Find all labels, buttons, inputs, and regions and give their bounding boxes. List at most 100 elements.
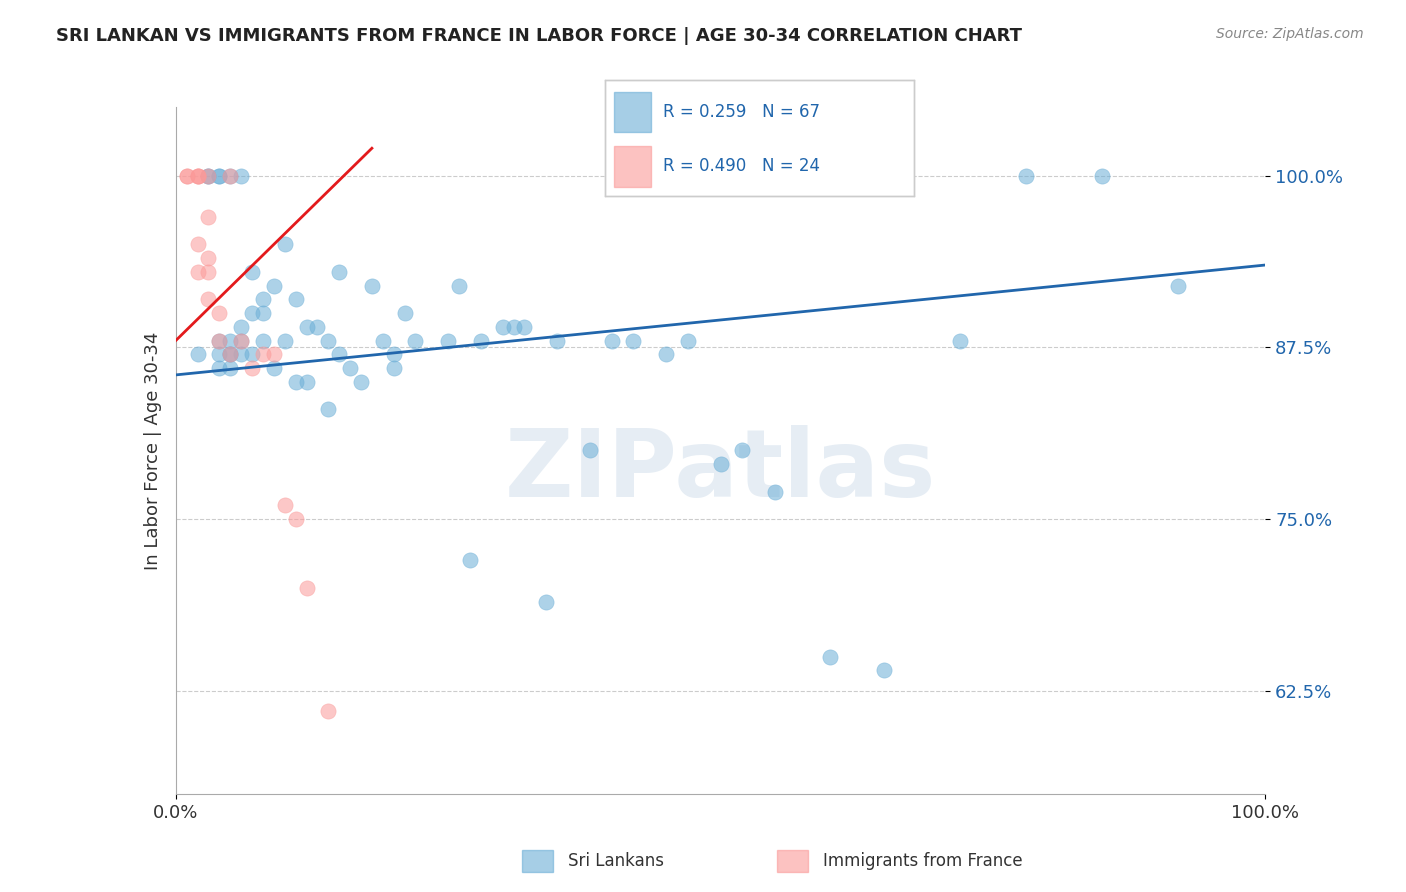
Point <box>240 306 263 320</box>
Point <box>176 169 198 183</box>
Point <box>263 347 285 361</box>
Point <box>219 169 242 183</box>
Point <box>252 334 274 348</box>
Point <box>873 663 896 677</box>
Point <box>208 169 231 183</box>
FancyBboxPatch shape <box>522 849 553 872</box>
Point <box>655 347 678 361</box>
Point <box>502 319 524 334</box>
Point <box>186 169 209 183</box>
Text: Sri Lankans: Sri Lankans <box>568 852 664 870</box>
Point <box>240 265 263 279</box>
Point <box>274 334 297 348</box>
Point <box>219 347 242 361</box>
Point <box>437 334 460 348</box>
Point <box>231 347 253 361</box>
Point <box>197 265 219 279</box>
Text: Source: ZipAtlas.com: Source: ZipAtlas.com <box>1216 27 1364 41</box>
Point <box>295 375 318 389</box>
Point <box>350 375 373 389</box>
Point <box>534 594 557 608</box>
Point <box>318 705 340 719</box>
Point <box>492 319 515 334</box>
Point <box>295 319 318 334</box>
Point <box>186 237 209 252</box>
Point <box>731 443 754 458</box>
Point <box>186 169 209 183</box>
Point <box>328 347 350 361</box>
Point <box>219 347 242 361</box>
Point <box>1015 169 1038 183</box>
Text: SRI LANKAN VS IMMIGRANTS FROM FRANCE IN LABOR FORCE | AGE 30-34 CORRELATION CHAR: SRI LANKAN VS IMMIGRANTS FROM FRANCE IN … <box>56 27 1022 45</box>
Point <box>284 375 307 389</box>
Point <box>240 347 263 361</box>
Point <box>318 334 340 348</box>
FancyBboxPatch shape <box>778 849 808 872</box>
Point <box>208 361 231 376</box>
Point <box>240 361 263 376</box>
Point <box>382 361 405 376</box>
Point <box>579 443 602 458</box>
Text: ZIPatlas: ZIPatlas <box>505 425 936 517</box>
Point <box>219 347 242 361</box>
Point <box>328 265 350 279</box>
Point <box>197 169 219 183</box>
Text: R = 0.259   N = 67: R = 0.259 N = 67 <box>664 103 820 120</box>
Point <box>252 293 274 307</box>
Point <box>208 306 231 320</box>
Point <box>318 402 340 417</box>
Point <box>1167 278 1189 293</box>
Point <box>470 334 492 348</box>
Point <box>621 334 644 348</box>
Point <box>763 484 786 499</box>
Point <box>295 581 318 595</box>
Point <box>197 251 219 265</box>
Point <box>394 306 416 320</box>
Point <box>231 169 253 183</box>
Point <box>231 319 253 334</box>
Point <box>600 334 623 348</box>
Text: Immigrants from France: Immigrants from France <box>824 852 1022 870</box>
Point <box>339 361 361 376</box>
Point <box>263 361 285 376</box>
Point <box>676 334 699 348</box>
FancyBboxPatch shape <box>614 92 651 132</box>
Point <box>208 334 231 348</box>
Point <box>219 169 242 183</box>
Point <box>405 334 427 348</box>
Point <box>208 169 231 183</box>
Point <box>949 334 972 348</box>
Point <box>197 210 219 224</box>
Point <box>274 237 297 252</box>
Point <box>208 334 231 348</box>
Point <box>1091 169 1114 183</box>
Point <box>219 361 242 376</box>
Point <box>252 347 274 361</box>
Point <box>219 334 242 348</box>
Point <box>818 649 841 664</box>
Point <box>263 278 285 293</box>
Point <box>546 334 568 348</box>
Point <box>186 347 209 361</box>
Point <box>458 553 481 567</box>
Y-axis label: In Labor Force | Age 30-34: In Labor Force | Age 30-34 <box>143 331 162 570</box>
Point <box>274 499 297 513</box>
Point <box>360 278 382 293</box>
Point <box>710 457 733 471</box>
Point <box>284 293 307 307</box>
Point <box>252 306 274 320</box>
FancyBboxPatch shape <box>614 146 651 187</box>
Point <box>231 334 253 348</box>
Point <box>382 347 405 361</box>
Point <box>186 265 209 279</box>
Point <box>176 169 198 183</box>
Point <box>284 512 307 526</box>
Point <box>231 334 253 348</box>
Point <box>186 169 209 183</box>
Point <box>447 278 470 293</box>
Point <box>197 169 219 183</box>
Point <box>197 293 219 307</box>
Point <box>513 319 536 334</box>
Point <box>307 319 329 334</box>
Point <box>208 347 231 361</box>
